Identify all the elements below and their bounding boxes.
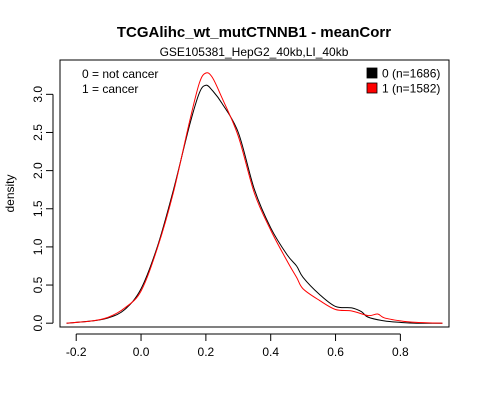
y-tick-label: 2.0 bbox=[31, 162, 45, 179]
legend-swatch-0 bbox=[366, 67, 378, 79]
y-axis: 0.0 0.5 1.0 1.5 2.0 2.5 3.0 bbox=[31, 86, 54, 332]
legend-swatch-1 bbox=[366, 82, 378, 94]
x-tick-label: 0.0 bbox=[133, 345, 150, 359]
chart-subtitle: GSE105381_HepG2_40kb,LI_40kb bbox=[160, 45, 349, 59]
legend: 0 (n=1686)1 (n=1582) bbox=[366, 67, 440, 96]
legend-label-0: 0 (n=1686) bbox=[382, 67, 440, 81]
series-layer bbox=[66, 72, 443, 324]
series-line-1 bbox=[66, 72, 443, 324]
annotation-not-cancer: 0 = not cancer bbox=[82, 67, 158, 81]
y-tick-label: 3.0 bbox=[31, 86, 45, 103]
y-axis-label: density bbox=[3, 174, 17, 212]
x-tick-label: 0.2 bbox=[198, 345, 215, 359]
chart-title: TCGAlihc_wt_mutCTNNB1 - meanCorr bbox=[117, 24, 391, 41]
x-tick-label: 0.6 bbox=[327, 345, 344, 359]
y-tick-label: 1.5 bbox=[31, 200, 45, 217]
x-tick-label: 0.8 bbox=[392, 345, 409, 359]
y-tick-label: 0.0 bbox=[31, 315, 45, 332]
x-tick-label: 0.4 bbox=[262, 345, 279, 359]
y-tick-label: 1.0 bbox=[31, 238, 45, 255]
y-tick-label: 2.5 bbox=[31, 124, 45, 141]
annotation-cancer: 1 = cancer bbox=[82, 82, 138, 96]
x-axis: -0.2 0.0 0.2 0.4 0.6 0.8 bbox=[66, 333, 409, 359]
x-tick-label: -0.2 bbox=[66, 345, 87, 359]
y-tick-label: 0.5 bbox=[31, 276, 45, 293]
legend-label-1: 1 (n=1582) bbox=[382, 82, 440, 96]
series-line-0 bbox=[66, 84, 443, 324]
plot-frame bbox=[59, 59, 450, 328]
